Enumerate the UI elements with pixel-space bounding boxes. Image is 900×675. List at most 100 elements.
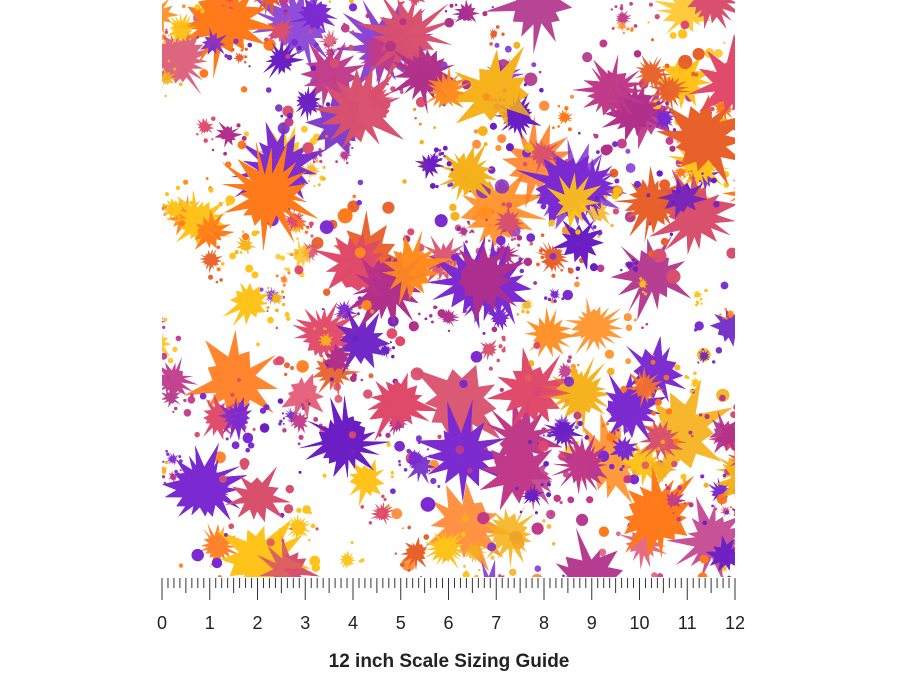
droplet — [523, 83, 527, 87]
droplet — [308, 538, 311, 542]
droplet — [759, 129, 762, 132]
droplet — [282, 624, 289, 631]
droplet — [196, 36, 200, 39]
droplet — [394, 552, 397, 555]
droplet — [745, 31, 754, 40]
droplet — [562, 574, 565, 577]
droplet — [279, 419, 283, 423]
ruler-label: 4 — [348, 613, 358, 633]
droplet — [315, 527, 319, 531]
droplet — [517, 243, 521, 247]
splat — [623, 464, 695, 558]
splat — [656, 94, 735, 185]
droplet — [443, 145, 448, 151]
droplet — [654, 14, 660, 20]
splat — [405, 449, 427, 470]
splat — [268, 291, 284, 306]
splat — [474, 204, 494, 221]
droplet — [435, 185, 439, 189]
droplet — [317, 598, 327, 608]
droplet — [660, 237, 669, 246]
droplet — [172, 410, 175, 413]
droplet — [154, 473, 157, 476]
droplet — [494, 42, 500, 48]
droplet — [126, 339, 132, 345]
droplet — [319, 220, 334, 235]
droplet — [498, 344, 503, 349]
droplet — [656, 101, 661, 105]
droplet — [434, 214, 448, 228]
droplet — [553, 494, 561, 502]
droplet — [407, 228, 415, 236]
splat — [429, 153, 439, 165]
droplet — [746, 205, 749, 208]
droplet — [784, 79, 790, 85]
splat — [632, 379, 734, 486]
droplet — [694, 321, 704, 331]
droplet — [711, 177, 717, 184]
droplet — [539, 100, 550, 112]
droplet — [701, 172, 704, 175]
droplet — [361, 300, 372, 311]
droplet — [780, 503, 784, 507]
splat — [312, 232, 398, 299]
droplet — [205, 177, 209, 180]
droplet — [178, 563, 184, 568]
droplet — [750, 451, 753, 454]
droplet — [349, 0, 354, 4]
droplet — [713, 201, 720, 208]
droplet — [489, 42, 493, 46]
droplet — [550, 512, 553, 515]
droplet — [449, 580, 455, 586]
droplet — [234, 250, 239, 255]
droplet — [222, 4, 225, 7]
droplet — [300, 598, 307, 605]
droplet — [776, 451, 781, 456]
splat — [367, 373, 440, 442]
droplet — [575, 229, 581, 235]
droplet — [223, 585, 227, 589]
droplet — [115, 36, 126, 47]
droplet — [652, 248, 667, 263]
droplet — [240, 49, 243, 52]
droplet — [296, 507, 302, 513]
droplet — [656, 447, 661, 451]
splat — [162, 27, 163, 32]
droplet — [533, 341, 541, 349]
droplet — [280, 608, 287, 615]
splat — [281, 373, 325, 419]
droplet — [546, 524, 552, 529]
splat — [709, 309, 735, 347]
droplet — [642, 290, 645, 294]
splat — [300, 241, 320, 263]
droplet — [266, 310, 269, 312]
droplet — [164, 461, 168, 464]
droplet — [144, 314, 147, 317]
droplet — [436, 277, 440, 280]
droplet — [590, 263, 598, 272]
droplet — [231, 441, 240, 450]
droplet — [172, 346, 178, 352]
droplet — [310, 523, 316, 529]
ruler-label: 3 — [300, 613, 310, 633]
droplet — [511, 591, 514, 594]
droplet — [328, 357, 331, 360]
droplet — [760, 548, 768, 556]
splat — [162, 333, 172, 357]
splat — [552, 220, 604, 270]
splat — [162, 465, 168, 476]
droplet — [773, 73, 778, 78]
droplet — [455, 445, 465, 455]
droplet — [350, 375, 357, 383]
droplet — [287, 271, 291, 275]
droplet — [531, 62, 537, 68]
splat — [457, 224, 470, 238]
droplet — [716, 493, 728, 505]
droplet — [496, 210, 499, 213]
droplet — [488, 239, 491, 242]
droplet — [582, 52, 593, 63]
droplet — [622, 31, 625, 35]
droplet — [386, 328, 398, 339]
droplet — [734, 510, 735, 514]
droplet — [313, 185, 316, 187]
